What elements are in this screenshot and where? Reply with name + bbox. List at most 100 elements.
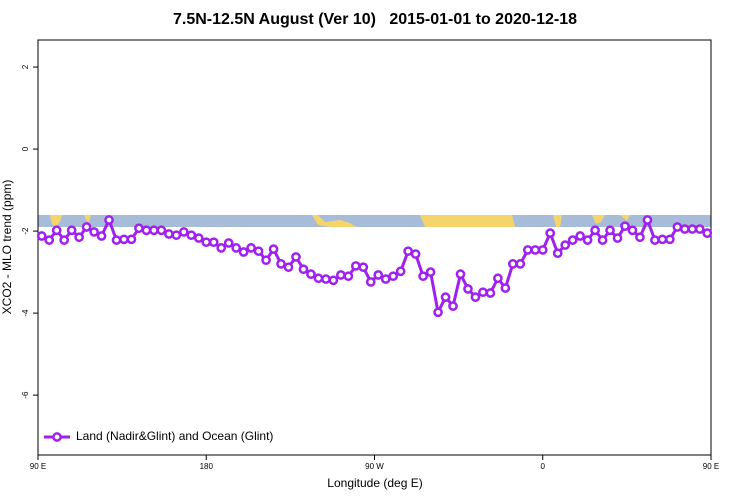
chart-title: 7.5N-12.5N August (Ver 10) 2015-01-01 to… — [173, 11, 577, 28]
data-point — [74, 232, 84, 243]
data-point — [208, 237, 219, 248]
data-point — [104, 215, 114, 225]
data-point — [702, 228, 713, 238]
data-point — [134, 223, 144, 234]
data-point — [186, 230, 197, 241]
data-point — [612, 233, 623, 243]
data-point — [178, 227, 189, 237]
x-tick-label: 90 E — [703, 462, 719, 471]
x-tick-label: 90 E — [30, 462, 46, 471]
data-point — [321, 274, 331, 284]
data-point — [149, 225, 159, 236]
legend-label: Land (Nadir&Glint) and Ocean (Glint) — [76, 429, 273, 443]
x-axis-label: Longitude (deg E) — [327, 476, 422, 490]
ocean-band — [38, 215, 711, 227]
data-point — [276, 259, 286, 269]
data-point — [365, 277, 376, 287]
data-point — [627, 225, 638, 236]
data-point — [530, 245, 541, 255]
plot-frame — [37, 39, 712, 456]
data-point — [51, 225, 62, 236]
data-point — [537, 245, 548, 255]
data-point — [261, 255, 271, 266]
data-point — [193, 233, 204, 243]
data-point — [238, 247, 249, 257]
data-point — [440, 292, 451, 302]
data-point — [291, 252, 301, 262]
data-point — [119, 234, 129, 245]
y-tick-label: -2 — [21, 227, 30, 235]
data-point — [283, 262, 294, 273]
data-point — [44, 235, 55, 245]
data-point — [478, 287, 488, 298]
y-tick-label: 0 — [21, 146, 30, 151]
land-patches — [50, 215, 630, 227]
land-mask-strip — [38, 215, 711, 227]
legend-marker — [52, 432, 62, 442]
data-point — [268, 244, 279, 254]
data-point — [590, 225, 600, 236]
data-point — [201, 237, 212, 248]
data-point — [522, 245, 533, 255]
data-point — [246, 243, 256, 253]
x-tick-label: 0 — [541, 462, 546, 471]
data-point — [66, 225, 77, 236]
data-point — [418, 271, 428, 282]
data-point — [635, 232, 645, 243]
data-point — [343, 271, 354, 282]
data-point — [253, 246, 264, 257]
data-point — [650, 235, 660, 245]
data-point — [463, 284, 473, 294]
data-point — [470, 292, 481, 302]
data-point — [358, 262, 369, 273]
data-point — [672, 222, 683, 232]
data-point — [448, 301, 458, 311]
data-point — [642, 215, 653, 225]
data-point — [575, 231, 585, 241]
data-point — [507, 259, 518, 269]
data-point — [298, 264, 309, 275]
data-point — [350, 261, 361, 271]
data-point — [111, 235, 122, 245]
data-point — [59, 235, 70, 245]
x-tick-label: 90 W — [365, 462, 384, 471]
data-point — [552, 248, 563, 259]
data-point — [620, 221, 630, 232]
data-point — [679, 224, 690, 234]
data-point — [313, 273, 324, 284]
data-point — [425, 267, 436, 277]
data-point — [485, 288, 496, 298]
data-point — [545, 228, 556, 238]
data-point — [388, 271, 399, 282]
y-tick-label: -4 — [21, 309, 30, 317]
data-point — [231, 243, 242, 253]
data-point — [665, 234, 675, 245]
data-point — [395, 266, 406, 277]
data-point — [81, 222, 92, 232]
data-point — [141, 225, 152, 236]
data-point — [410, 249, 421, 259]
data-point — [373, 270, 384, 280]
data-point — [657, 234, 668, 245]
data-point — [306, 269, 316, 280]
data-point — [223, 238, 234, 248]
data-point — [336, 270, 346, 280]
data-point — [560, 240, 571, 250]
data-point — [567, 235, 578, 245]
data-point — [403, 246, 413, 257]
data-point — [96, 231, 107, 241]
data-point — [687, 224, 698, 234]
data-point — [433, 307, 443, 318]
data-point — [171, 230, 182, 241]
x-tick-label: 180 — [200, 462, 214, 471]
data-point — [597, 235, 608, 245]
data-point — [216, 243, 227, 253]
y-axis-label: XCO2 - MLO trend (ppm) — [0, 180, 14, 315]
data-point — [493, 273, 503, 284]
data-point — [582, 235, 593, 245]
data-point — [164, 229, 174, 239]
data-point — [694, 224, 705, 234]
data-point — [515, 259, 526, 269]
data-point — [89, 227, 99, 237]
